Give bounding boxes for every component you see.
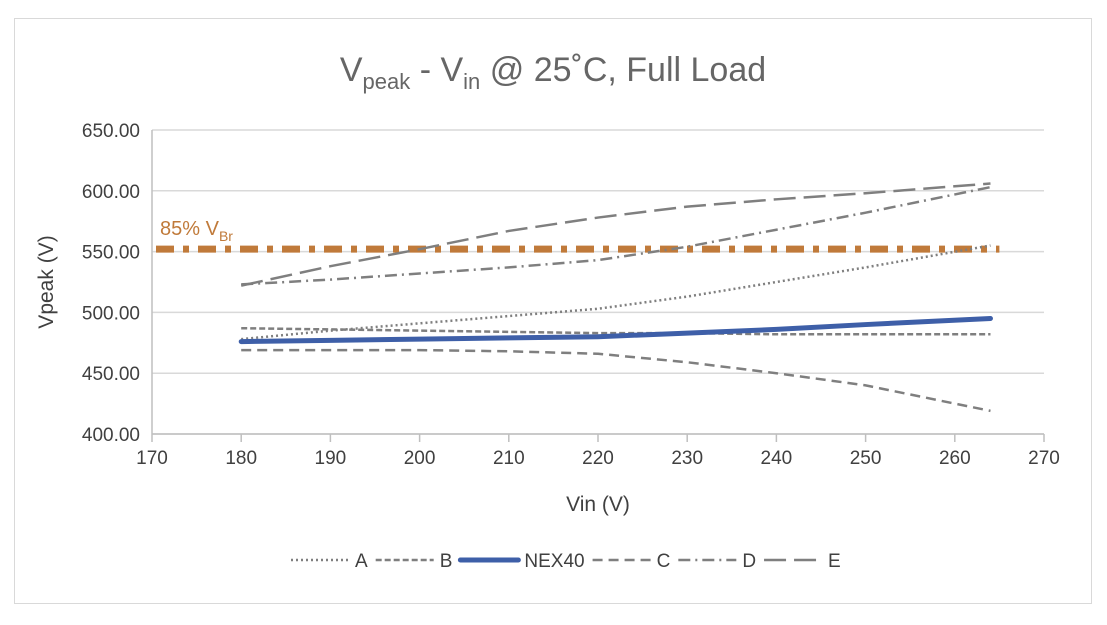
y-axis-label: Vpeak (V) — [35, 235, 58, 328]
series-line-d — [241, 185, 991, 286]
series-line-c — [241, 348, 991, 413]
legend-label-b: B — [440, 551, 453, 572]
line-chart: Vpeak - Vin @ 25˚C, Full Load 400.00 450.0… — [35, 51, 1060, 572]
x-tick-label: 270 — [1028, 448, 1060, 469]
legend-label-d: D — [742, 551, 756, 572]
x-tick-label: 240 — [761, 448, 793, 469]
x-tick-label: 250 — [850, 448, 882, 469]
title-part: @ 25˚C, Full Load — [480, 51, 766, 89]
chart-frame: Vpeak - Vin @ 25˚C, Full Load 400.00 450.0… — [14, 18, 1092, 604]
series-line-nex40 — [238, 315, 993, 345]
y-tick-label: 650.00 — [82, 121, 140, 142]
x-axis-label: Vin (V) — [566, 493, 630, 516]
title-part: in — [463, 69, 480, 94]
x-tick-label: 230 — [671, 448, 703, 469]
x-tick-label: 260 — [939, 448, 971, 469]
x-tick-label: 190 — [315, 448, 347, 469]
series-line-b — [241, 326, 991, 336]
title-part: peak — [363, 69, 412, 94]
x-tick-label: 220 — [582, 448, 614, 469]
legend-label-nex40: NEX40 — [524, 551, 584, 572]
y-tick-label: 600.00 — [82, 182, 140, 203]
label-sub: Br — [219, 228, 233, 244]
y-tick-label: 550.00 — [82, 243, 140, 264]
y-tick-label: 400.00 — [82, 425, 140, 446]
y-tick-label: 450.00 — [82, 364, 140, 385]
y-tick-label: 500.00 — [82, 303, 140, 324]
title-part: - V — [410, 51, 463, 89]
legend-label-e: E — [828, 551, 841, 572]
x-tick-label: 170 — [136, 448, 168, 469]
chart-title: Vpeak - Vin @ 25˚C, Full Load — [340, 51, 766, 94]
x-tick-label: 210 — [493, 448, 525, 469]
title-part: V — [340, 51, 363, 89]
label-main: 85% V — [160, 218, 220, 240]
vbr-threshold-label: 85% VBr — [160, 218, 233, 244]
legend-label-a: A — [355, 551, 368, 572]
x-tick-label: 200 — [404, 448, 436, 469]
legend-label-c: C — [657, 551, 671, 572]
series-line-e — [240, 182, 991, 287]
x-tick-label: 180 — [225, 448, 257, 469]
